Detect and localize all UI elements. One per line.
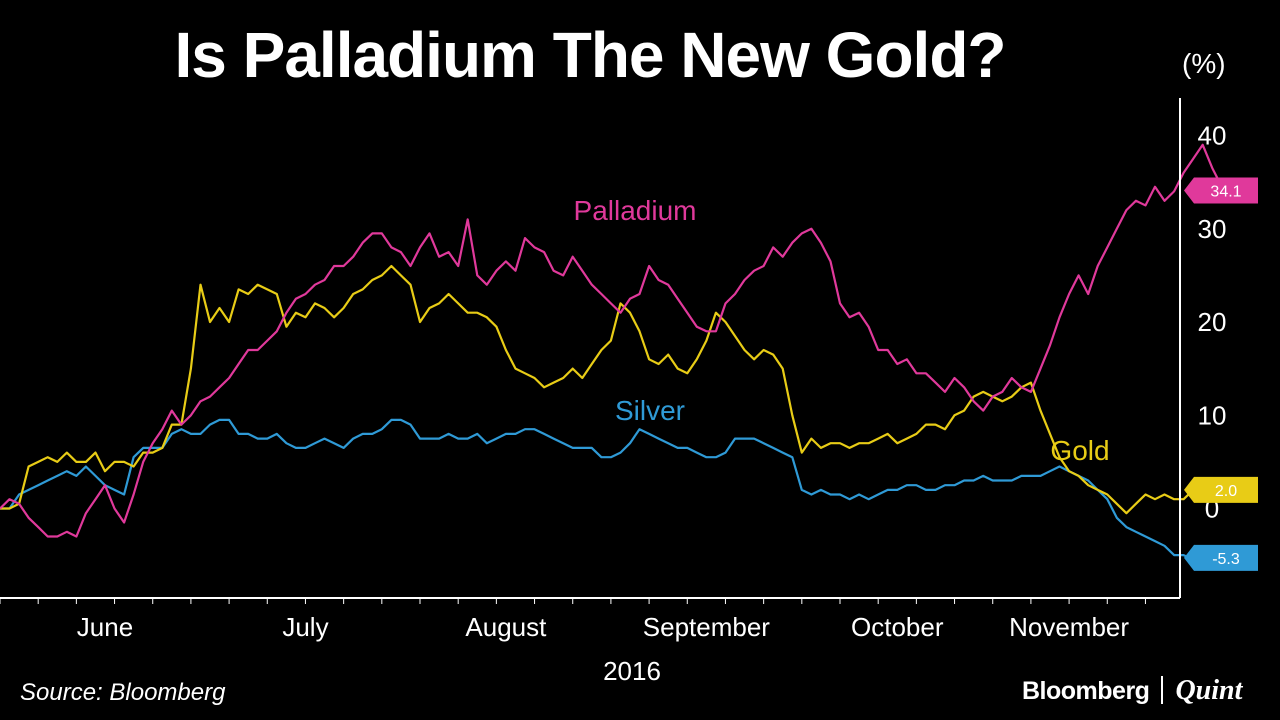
x-tick-label: July xyxy=(282,612,328,642)
brand-logo: Bloomberg Quint xyxy=(1022,675,1242,707)
x-tick-label: September xyxy=(643,612,771,642)
chart-title: Is Palladium The New Gold? xyxy=(174,19,1006,91)
end-value-tag-shape xyxy=(1184,544,1258,571)
x-axis-label: 2016 xyxy=(603,656,661,686)
brand-divider xyxy=(1161,676,1164,705)
series-line-palladium xyxy=(0,143,1242,538)
series-label-gold: Gold xyxy=(1050,435,1109,466)
end-value-tag-shape xyxy=(1184,476,1258,503)
source-note: Source: Bloomberg xyxy=(20,679,226,706)
end-value-tag-palladium: 34.1 xyxy=(1184,177,1258,204)
x-tick-label: October xyxy=(851,612,944,642)
end-value-tag-text: 34.1 xyxy=(1210,184,1241,201)
y-tick-label: 10 xyxy=(1198,400,1227,430)
labels-group: Palladium Silver Gold xyxy=(574,195,1110,466)
end-value-tag-shape xyxy=(1184,177,1258,204)
end-value-tag-gold: 2.0 xyxy=(1184,476,1258,503)
x-tick-label: June xyxy=(77,612,133,642)
x-tick-label: November xyxy=(1009,612,1129,642)
brand-bloomberg: Bloomberg xyxy=(1022,677,1150,705)
x-tick-label: August xyxy=(465,612,547,642)
end-value-tag-text: 2.0 xyxy=(1215,483,1237,500)
end-value-tag-silver: -5.3 xyxy=(1184,544,1258,571)
series-lines-group xyxy=(0,143,1242,566)
y-tick-label: 40 xyxy=(1198,121,1227,151)
y-tick-label: 30 xyxy=(1198,214,1227,244)
end-value-tag-text: -5.3 xyxy=(1212,551,1240,568)
brand-quint: Quint xyxy=(1175,675,1243,706)
end-value-tags-group: 34.1 2.0 -5.3 xyxy=(1184,177,1258,571)
y-axis-unit-label: (%) xyxy=(1182,48,1226,79)
series-label-silver: Silver xyxy=(615,395,685,426)
series-line-silver xyxy=(0,418,1213,566)
y-tick-label: 20 xyxy=(1198,307,1227,337)
series-label-palladium: Palladium xyxy=(574,195,697,226)
series-line-gold xyxy=(0,264,1194,515)
